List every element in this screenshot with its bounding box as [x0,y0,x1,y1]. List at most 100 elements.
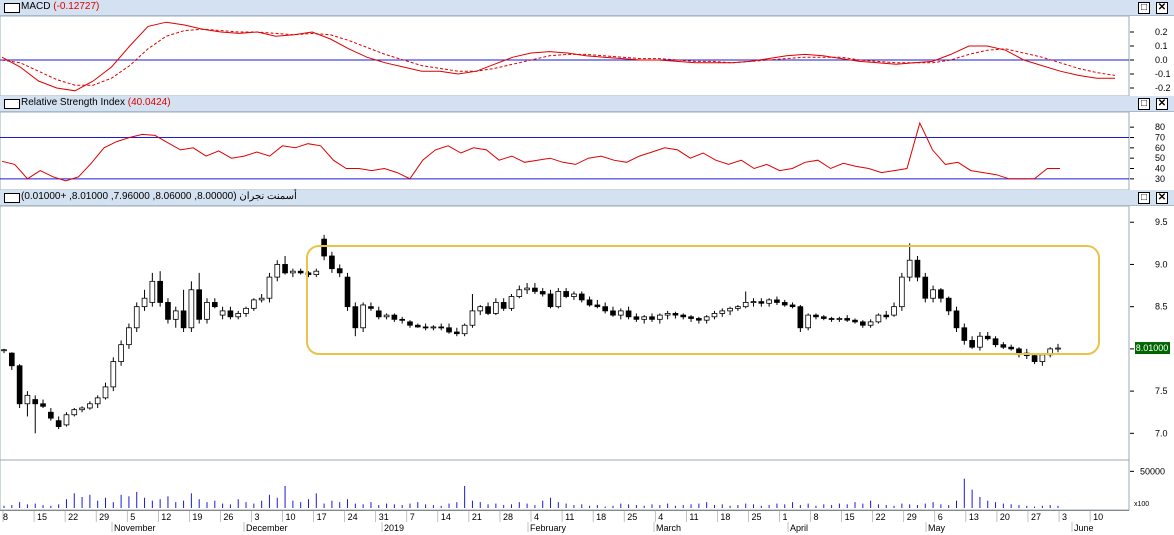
x-day-label: 27 [1031,512,1041,522]
candle-body [477,306,484,312]
macd-title: MACD (-0.12727) [21,1,100,12]
x-day-label: 4 [658,512,663,522]
x-day-label: 31 [379,512,389,522]
candle-body [329,255,335,270]
candle-body [789,304,796,308]
macd-signal-line [1,28,1116,86]
y-tick-label: 50 [1155,153,1165,163]
y-tick-label: 60 [1155,143,1165,153]
macd-line [1,21,1115,92]
candle-body [227,310,234,318]
y-tick-label: 70 [1155,133,1165,143]
candle-body [204,302,210,320]
candle-body [430,326,437,329]
x-month-label: March [656,523,681,533]
candle-body [157,280,163,303]
candle-body [820,316,827,319]
restore-button[interactable]: □ [1138,192,1150,204]
close-button[interactable]: ✕ [1156,192,1168,204]
candle-body [859,321,866,326]
candle-body [539,291,546,295]
x-axis: 8 15 22 29 5 12 19 26 3 10 17 24 31 7 14 21 28 4 11 18 25 4 11… [0,510,1174,535]
candle-body [852,319,858,323]
x-day-label: 29 [99,512,109,522]
candle-body [610,310,616,316]
x-month-label: May [928,523,946,533]
candle-body [438,326,445,329]
y-tick-label: 9.5 [1155,217,1168,227]
rsi-value: (40.0424) [127,97,171,108]
candle-body [196,289,203,320]
x-day-label: 6 [938,512,943,522]
candle-body [867,321,874,326]
candle-body [797,306,804,329]
candle-body [407,321,413,326]
candle-body [781,302,788,306]
restore-button[interactable]: □ [1138,2,1150,14]
panel-icon [4,3,20,13]
x-month-label: June [1074,523,1094,533]
restore-button[interactable]: □ [1138,98,1150,110]
volume-multiplier-label: x100 [1134,501,1149,508]
candle-body [235,313,242,318]
panel-icon [4,193,20,203]
candle-body [172,310,179,320]
candle-body [399,318,405,321]
candle-body [297,270,304,274]
x-day-label: 14 [441,512,451,522]
candle-body [344,276,351,308]
candle-body [875,314,882,323]
candle-body [742,302,749,308]
candle-body [48,411,54,419]
candle-body [243,307,249,314]
candle-body [680,314,687,318]
x-day-label: 20 [1000,512,1010,522]
y-tick-label: 0.2 [1155,27,1168,37]
candle-body [274,264,281,278]
candle-body [1039,354,1046,362]
plot-frame [0,16,1130,96]
x-day-label: 5 [130,512,135,522]
candle-body [984,335,991,340]
x-day-label: 24 [348,512,358,522]
close-button[interactable]: ✕ [1156,2,1168,14]
candle-body [313,270,320,275]
candle-body [641,316,648,320]
close-button[interactable]: ✕ [1156,98,1168,110]
candle-body [126,327,132,346]
x-month-label: December [246,523,288,533]
candle-body [110,361,117,388]
x-day-label: 28 [503,512,513,522]
candle-body [266,276,273,299]
macd-value: (-0.12727) [53,1,100,12]
candle-body [485,306,491,314]
candle-body [383,314,390,318]
macd-panel: MACD (-0.12727) □ ✕ 0.2 0.1 0.0 -0.1 -0.2 [0,0,1174,96]
candle-body [71,409,78,416]
x-day-label: 10 [286,512,296,522]
candle-body [758,301,765,304]
x-day-label: 3 [254,512,259,522]
y-tick-label: 40 [1155,164,1165,174]
candle-body [16,365,23,405]
candle-body [1,349,7,352]
candle-body [149,280,156,303]
x-day-label: 26 [223,512,233,522]
candle-body [352,306,359,329]
rsi-panel: Relative Strength Index (40.0424) □ ✕ 80… [0,96,1174,190]
candle-body [672,313,679,316]
candle-body [500,302,507,309]
volume-panel: 50000 x100 [0,460,1174,512]
x-day-label: 8 [3,512,8,522]
x-month-label: April [790,523,808,533]
candle-body [836,318,843,320]
candle-body [118,344,124,362]
candle-body [617,310,624,316]
candle-body [219,310,226,316]
candle-body [899,276,905,308]
candle-body [813,314,819,318]
candle-body [578,293,585,301]
candle-body [79,407,85,411]
candle-body [945,297,952,312]
